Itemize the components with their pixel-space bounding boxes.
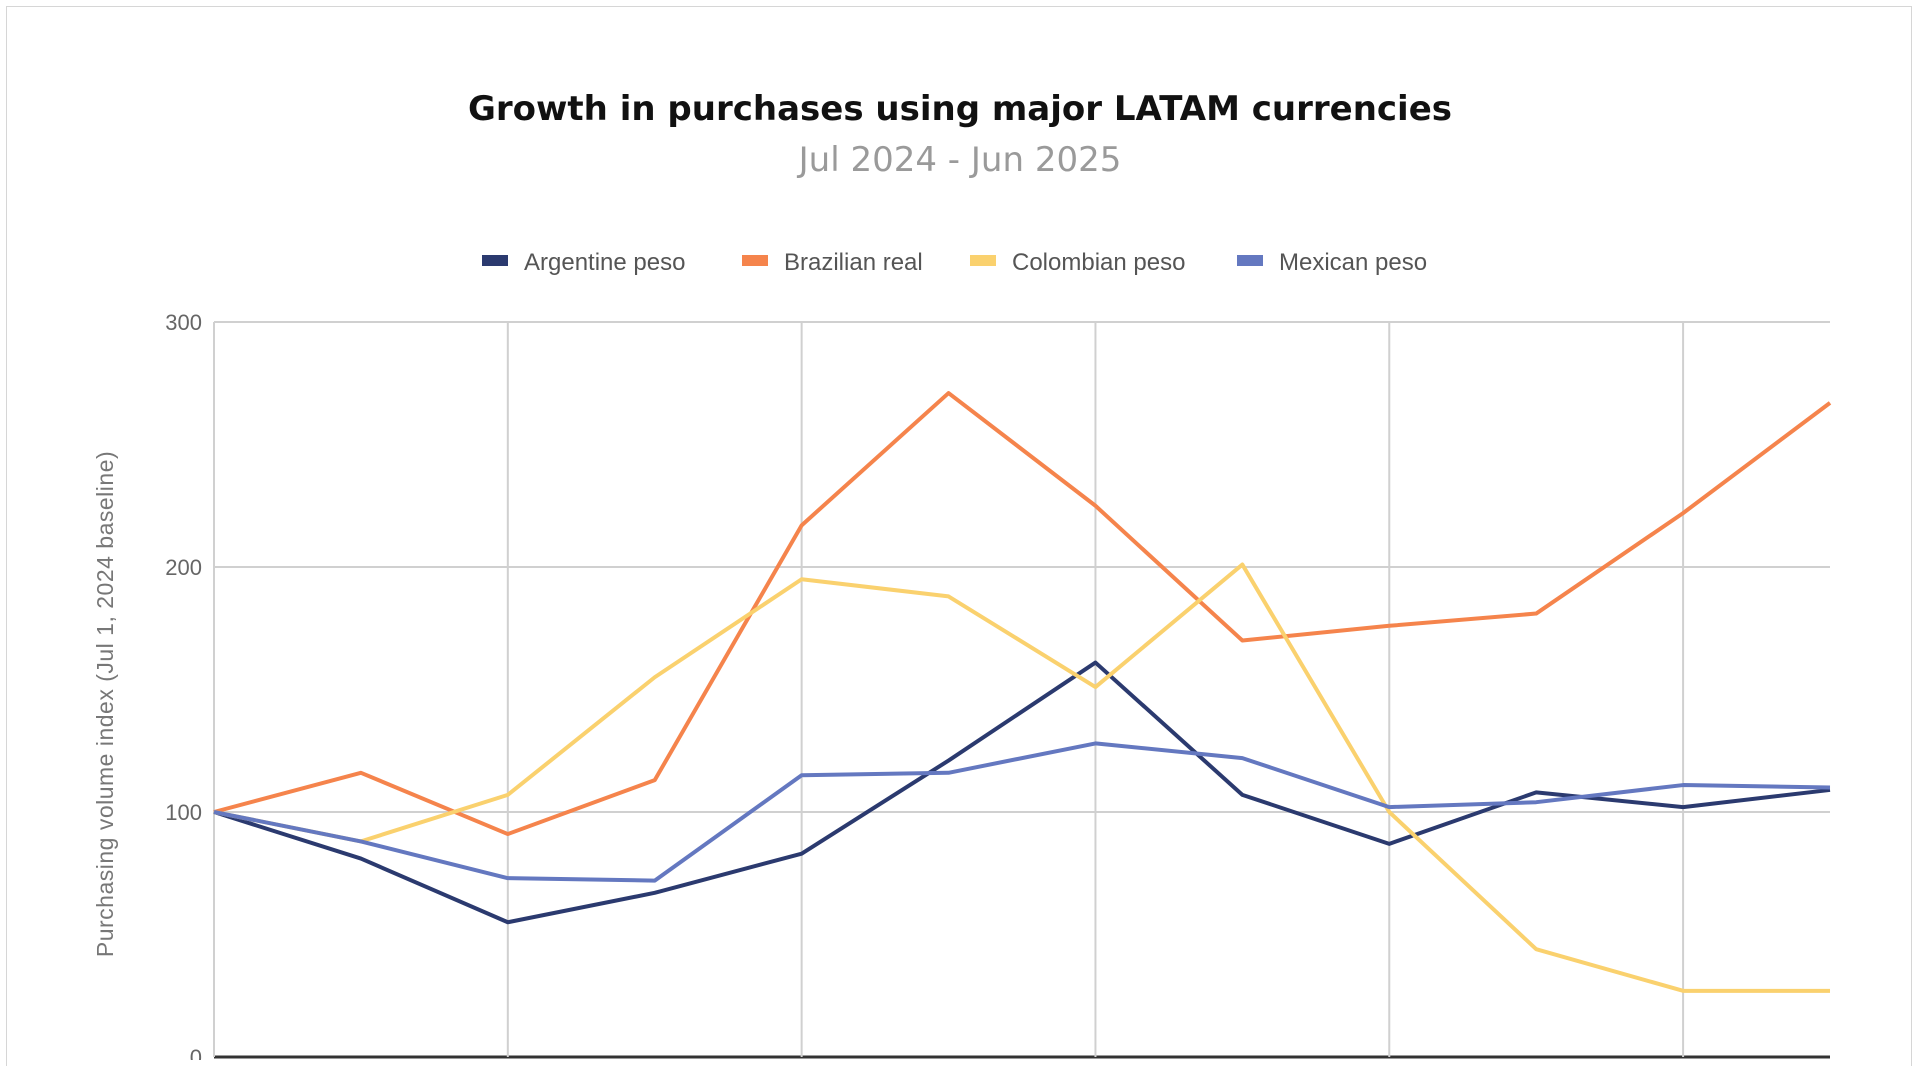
y-tick-label: 300 bbox=[165, 310, 202, 335]
legend-swatch bbox=[742, 255, 768, 266]
legend-swatch bbox=[482, 255, 508, 266]
y-tick-label: 100 bbox=[165, 800, 202, 825]
legend-label: Mexican peso bbox=[1279, 249, 1427, 276]
legend-item: Argentine peso bbox=[482, 249, 685, 276]
series-line-brazilian-real bbox=[214, 393, 1830, 834]
y-axis-ticks: 0 100 200 300 bbox=[165, 310, 202, 1060]
legend-label: Argentine peso bbox=[524, 249, 685, 276]
series-line-colombian-peso bbox=[214, 565, 1830, 991]
legend-item: Colombian peso bbox=[970, 249, 1185, 276]
legend-label: Colombian peso bbox=[1012, 249, 1185, 276]
y-tick-label: 200 bbox=[165, 555, 202, 580]
series-line-argentine-peso bbox=[214, 663, 1830, 923]
legend-label: Brazilian real bbox=[784, 249, 923, 276]
legend-item: Mexican peso bbox=[1237, 249, 1427, 276]
legend-swatch bbox=[970, 255, 996, 266]
legend-swatch bbox=[1237, 255, 1263, 266]
legend-item: Brazilian real bbox=[742, 249, 923, 276]
legend: Argentine peso Brazilian real Colombian pe… bbox=[482, 249, 1427, 276]
y-tick-label: 0 bbox=[190, 1045, 202, 1060]
series-lines bbox=[214, 393, 1830, 991]
y-axis-label: Purchasing volume index (Jul 1, 2024 bas… bbox=[92, 451, 118, 957]
chart-title: Growth in purchases using major LATAM cu… bbox=[468, 89, 1452, 129]
chart-subtitle: Jul 2024 - Jun 2025 bbox=[797, 140, 1122, 180]
gridlines bbox=[214, 322, 1830, 1057]
